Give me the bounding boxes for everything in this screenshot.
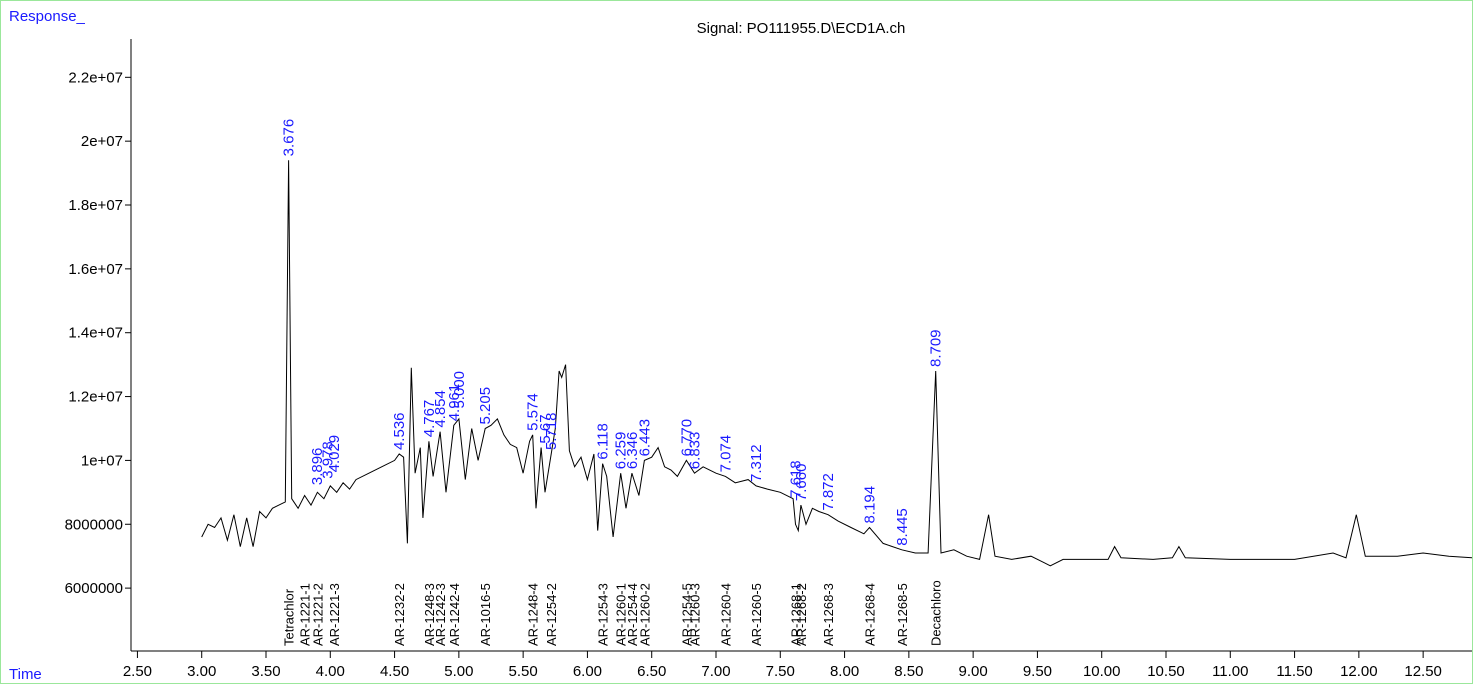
compound-label: AR-1016-5 xyxy=(478,583,493,646)
x-tick-label: 4.50 xyxy=(380,663,409,680)
y-tick-label: 1e+07 xyxy=(81,452,123,469)
compound-label: AR-1248-3 xyxy=(422,583,437,646)
peak-label: 8.194 xyxy=(862,486,879,524)
compound-label: AR-1268-4 xyxy=(863,583,878,646)
compound-label: AR-1260-4 xyxy=(719,583,734,646)
x-tick-label: 10.00 xyxy=(1083,663,1121,680)
peak-label: 5.718 xyxy=(543,412,560,450)
peak-label: 4.029 xyxy=(326,435,343,473)
x-tick-label: 3.00 xyxy=(187,663,216,680)
peak-label: 8.709 xyxy=(928,329,945,367)
compound-label: AR-1232-2 xyxy=(392,583,407,646)
x-tick-label: 6.00 xyxy=(573,663,602,680)
compound-label: AR-1254-4 xyxy=(625,583,640,646)
y-tick-label: 6000000 xyxy=(65,580,123,597)
compound-label: AR-1254-2 xyxy=(544,583,559,646)
compound-label: AR-1221-1 xyxy=(298,583,313,646)
peak-label: 6.259 xyxy=(613,432,630,470)
peak-label: 5.205 xyxy=(477,387,494,425)
compound-label: AR-1268-5 xyxy=(895,583,910,646)
compound-label: AR-1260-2 xyxy=(637,583,652,646)
peak-label: 4.961 xyxy=(446,384,463,422)
peak-label: 7.872 xyxy=(820,473,837,511)
peak-label: 4.536 xyxy=(391,412,408,450)
peak-label: 5.67 xyxy=(537,414,554,443)
peak-label: 3.676 xyxy=(281,119,298,157)
y-tick-label: 1.4e+07 xyxy=(68,325,123,342)
peak-label: 6.443 xyxy=(636,419,653,457)
peak-label: 6.118 xyxy=(595,423,612,459)
peak-label: 7.618 xyxy=(787,460,804,498)
peak-label: 6.770 xyxy=(678,419,695,457)
compound-label: AR-1260-5 xyxy=(749,583,764,646)
x-tick-label: 12.50 xyxy=(1404,663,1442,680)
compound-label: AR-1242-4 xyxy=(447,583,462,646)
x-tick-label: 12.00 xyxy=(1340,663,1378,680)
compound-label: Decachloro xyxy=(929,580,944,646)
peak-label: 4.854 xyxy=(432,390,449,428)
x-tick-label: 2.50 xyxy=(123,663,152,680)
peak-label: 4.767 xyxy=(421,400,438,438)
peak-label: 5.574 xyxy=(525,393,542,431)
compound-label: AR-1242-3 xyxy=(433,583,448,646)
y-tick-label: 1.2e+07 xyxy=(68,389,123,406)
compound-label: AR-1268-3 xyxy=(821,583,836,646)
x-tick-label: 7.50 xyxy=(766,663,795,680)
x-tick-label: 4.00 xyxy=(316,663,345,680)
x-tick-label: 10.50 xyxy=(1147,663,1185,680)
x-tick-label: 6.50 xyxy=(637,663,666,680)
signal-trace xyxy=(201,160,1472,567)
x-tick-label: 3.50 xyxy=(251,663,280,680)
x-tick-label: 5.50 xyxy=(509,663,538,680)
compound-label: AR-1260-3 xyxy=(688,583,703,646)
compound-label: AR-1268-1 xyxy=(788,583,803,646)
compound-label: AR-1260-1 xyxy=(614,583,629,646)
peak-label: 5.000 xyxy=(451,371,468,409)
peak-label: 7.312 xyxy=(748,444,765,482)
x-tick-label: 7.00 xyxy=(701,663,730,680)
x-tick-label: 9.50 xyxy=(1023,663,1052,680)
chart-title: Signal: PO111955.D\ECD1A.ch xyxy=(697,20,906,37)
y-tick-label: 2e+07 xyxy=(81,133,123,150)
compound-label: Tetrachlor xyxy=(282,588,297,646)
y-tick-label: 1.8e+07 xyxy=(68,197,123,214)
compound-label: AR-1248-4 xyxy=(526,583,541,646)
peak-label: 7.660 xyxy=(793,464,810,502)
peak-label: 7.074 xyxy=(718,435,735,473)
peak-label: 3.978 xyxy=(319,441,336,479)
x-tick-label: 9.00 xyxy=(959,663,988,680)
peak-label: 6.833 xyxy=(687,432,704,470)
x-tick-label: 11.00 xyxy=(1212,663,1248,680)
x-tick-label: 8.50 xyxy=(894,663,923,680)
x-tick-label: 8.00 xyxy=(830,663,859,680)
y-tick-label: 2.2e+07 xyxy=(68,69,123,86)
compound-label: AR-1268-2 xyxy=(794,583,809,646)
x-tick-label: 11.50 xyxy=(1276,663,1312,680)
y-tick-label: 8000000 xyxy=(65,516,123,533)
peak-label: 8.445 xyxy=(894,508,911,546)
peak-label: 3.896 xyxy=(309,448,326,486)
peak-label: 6.346 xyxy=(624,432,641,470)
x-axis-label: Time xyxy=(9,666,42,683)
compound-label: AR-1221-3 xyxy=(327,583,342,646)
y-tick-label: 1.6e+07 xyxy=(68,261,123,278)
y-axis-label: Response_ xyxy=(9,8,86,25)
compound-label: AR-1254-5 xyxy=(679,583,694,646)
compound-label: AR-1221-2 xyxy=(310,583,325,646)
compound-label: AR-1254-3 xyxy=(596,583,611,646)
x-tick-label: 5.00 xyxy=(444,663,473,680)
